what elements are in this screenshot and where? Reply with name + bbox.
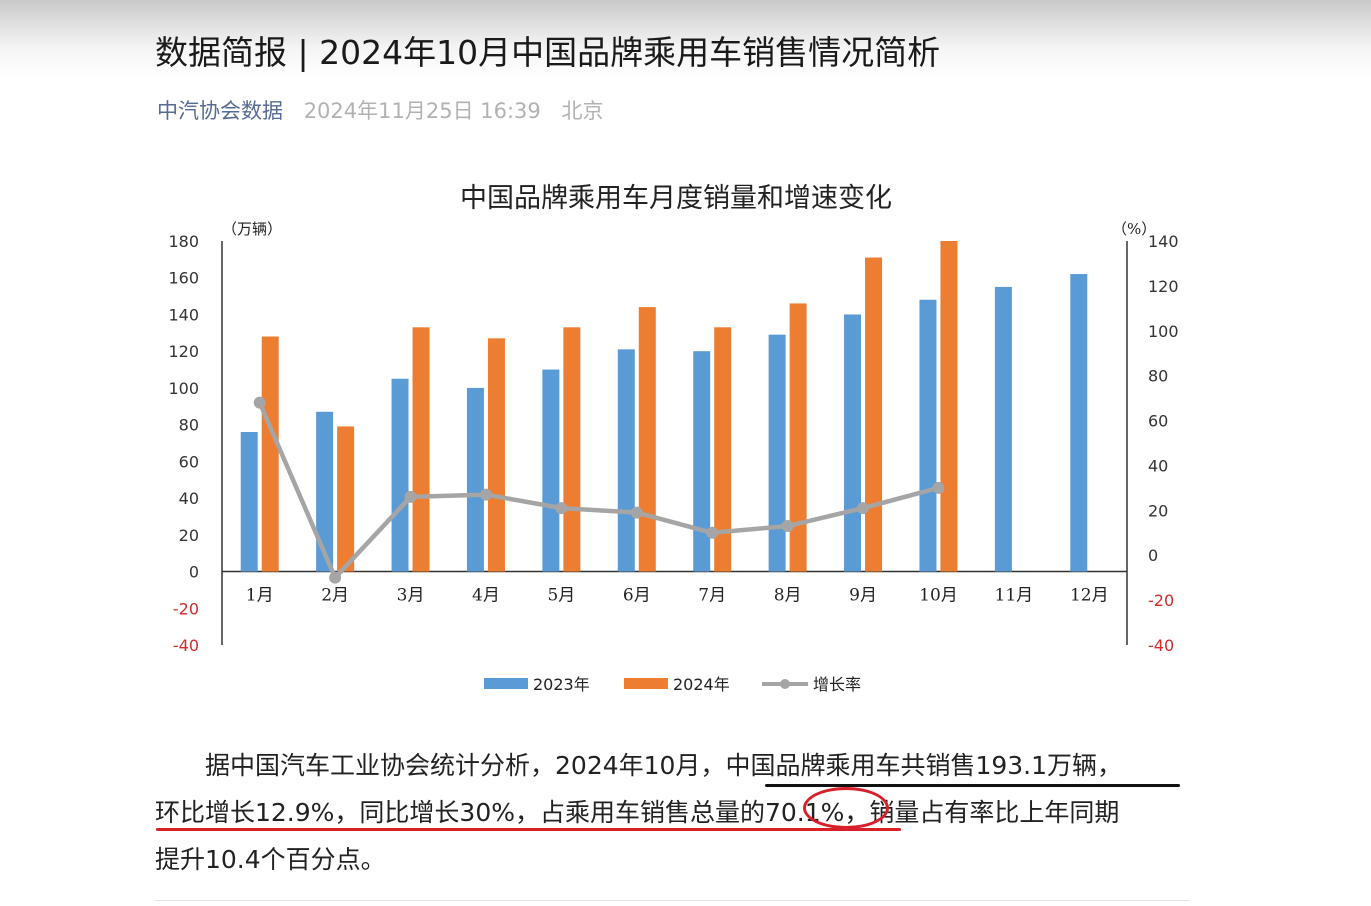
red-circle-annotation: [803, 787, 889, 829]
bar-2023: [316, 411, 334, 572]
left-tick-label: 180: [168, 232, 199, 251]
growth-rate-point: [253, 396, 266, 409]
left-tick-label: 40: [179, 489, 199, 508]
growth-rate-point: [329, 571, 342, 584]
x-tick-label: 10月: [919, 586, 958, 606]
bar-2024: [261, 336, 279, 572]
left-tick-label: 160: [168, 269, 199, 288]
left-tick-label: 140: [168, 305, 199, 324]
bar-2023: [693, 351, 711, 572]
x-tick-label: 2月: [321, 586, 349, 606]
bar-2024: [337, 426, 355, 572]
left-tick-label: -40: [173, 636, 199, 655]
black-underline-annotation: [765, 784, 1180, 787]
right-tick-label: 60: [1148, 412, 1168, 431]
left-tick-label: 0: [189, 563, 199, 582]
bar-2024: [865, 257, 883, 572]
legend-label-growth: 增长率: [813, 675, 861, 694]
bar-2023: [768, 334, 786, 572]
x-tick-label: 4月: [472, 586, 500, 606]
legend-label-2024: 2024年: [673, 675, 730, 694]
paragraph-text-2a: 环比增长12.9%，同比增长30%，占乘用车销售总量的: [155, 798, 765, 827]
legend-swatch-growth-dot: [780, 679, 790, 689]
growth-rate-point: [630, 506, 643, 519]
top-shadow: [0, 0, 1371, 78]
growth-rate-point: [706, 526, 719, 539]
bar-2024: [940, 241, 958, 572]
bar-2023: [466, 387, 484, 572]
bar-2024: [638, 307, 656, 572]
left-tick-label: 20: [179, 526, 199, 545]
bar-2024: [714, 327, 732, 572]
left-tick-label: 60: [179, 452, 199, 471]
chart-title: 中国品牌乘用车月度销量和增速变化: [460, 183, 892, 214]
bar-2023: [542, 369, 560, 572]
right-tick-label: 120: [1148, 277, 1179, 296]
x-tick-label: 9月: [849, 586, 877, 606]
sales-chart: 中国品牌乘用车月度销量和增速变化 （万辆） （%） -40 -20 0 20 40 60 80 10…: [168, 183, 1179, 694]
right-tick-label: 0: [1148, 546, 1158, 565]
bar-2024: [412, 327, 430, 572]
bar-2023: [919, 299, 937, 572]
paragraph-line-3: 提升10.4个百分点。: [155, 845, 386, 874]
right-tick-label: 20: [1148, 501, 1168, 520]
left-tick-label: 100: [168, 379, 199, 398]
bar-2024: [563, 327, 581, 572]
paragraph-text-1a: 据中国汽车工业协会统计分析，2024年10月，: [205, 751, 726, 780]
growth-rate-point: [479, 488, 492, 501]
bar-2023: [1070, 274, 1088, 572]
growth-rate-point: [404, 490, 417, 503]
right-tick-label: -40: [1148, 636, 1174, 655]
paragraph-line-2: 环比增长12.9%，同比增长30%，占乘用车销售总量的70.1%，销量占有率比上…: [155, 789, 1195, 836]
x-tick-label: 3月: [397, 586, 425, 606]
bar-2023: [391, 378, 409, 572]
growth-rate-point: [555, 502, 568, 515]
article-location: 北京: [561, 99, 604, 123]
left-tick-label: 120: [168, 342, 199, 361]
article-source-link[interactable]: 中汽协会数据: [157, 99, 283, 123]
left-axis-unit-label: （万辆）: [222, 220, 282, 238]
red-underline-annotation: [156, 828, 901, 831]
right-tick-label: -20: [1148, 591, 1174, 610]
left-tick-label: 80: [179, 416, 199, 435]
article-title: 数据简报 | 2024年10月中国品牌乘用车销售情况简析: [155, 33, 941, 72]
article-meta: 中汽协会数据 2024年11月25日 16:39 北京: [157, 95, 603, 125]
right-tick-label: 40: [1148, 456, 1168, 475]
legend-swatch-2023: [484, 678, 528, 689]
x-tick-label: 7月: [698, 586, 726, 606]
x-tick-label: 11月: [995, 586, 1034, 606]
left-tick-label: -20: [173, 599, 199, 618]
paragraph-text-2c: ，销量占有率比上年同期: [844, 798, 1120, 827]
growth-rate-line: [257, 401, 940, 580]
x-tick-label: 1月: [246, 586, 274, 606]
x-tick-label: 5月: [547, 586, 575, 606]
growth-rate-point: [781, 520, 794, 533]
bar-2024: [487, 338, 505, 572]
bar-2023: [994, 286, 1012, 572]
article-paragraph: 据中国汽车工业协会统计分析，2024年10月，中国品牌乘用车共销售193.1万辆…: [155, 742, 1195, 883]
x-tick-label: 6月: [623, 586, 651, 606]
bar-2023: [844, 314, 862, 572]
right-tick-label: 140: [1148, 232, 1179, 251]
right-tick-label: 100: [1148, 322, 1179, 341]
right-axis-unit-label: （%）: [1112, 220, 1156, 238]
article-date: 2024年11月25日 16:39: [303, 99, 541, 123]
paragraph-line-1: 据中国汽车工业协会统计分析，2024年10月，中国品牌乘用车共销售193.1万辆…: [155, 742, 1195, 789]
bar-2023: [617, 349, 635, 572]
legend-swatch-2024: [624, 678, 668, 689]
bar-2024: [789, 303, 807, 572]
growth-rate-point: [857, 502, 870, 515]
x-tick-label: 12月: [1070, 586, 1109, 606]
bottom-divider: [155, 900, 1190, 901]
right-tick-label: 80: [1148, 367, 1168, 386]
paragraph-text-1b: 中国品牌乘用车共销售193.1万辆，: [725, 751, 1123, 780]
bar-2023: [240, 431, 258, 572]
growth-rate-point: [932, 481, 945, 494]
legend-label-2023: 2023年: [533, 675, 590, 694]
x-tick-label: 8月: [774, 586, 802, 606]
